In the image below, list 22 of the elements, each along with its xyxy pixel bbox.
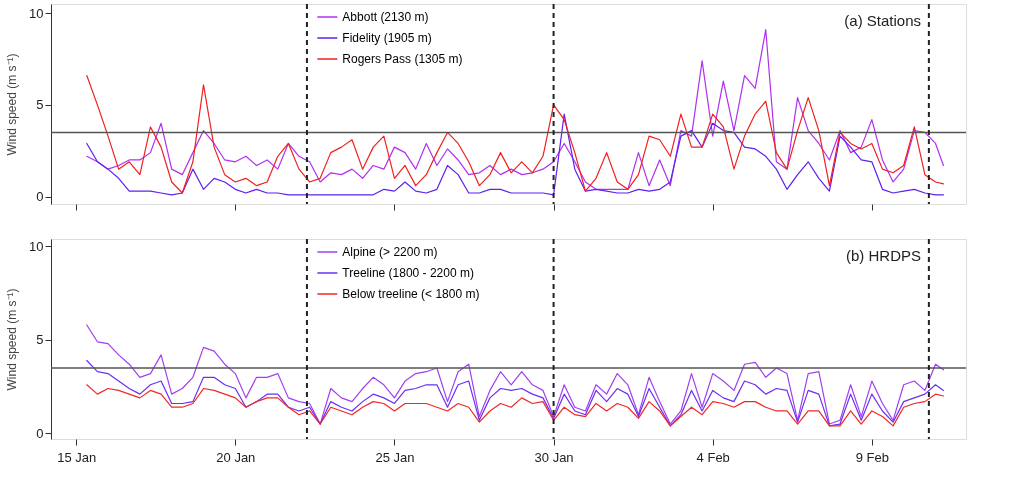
x-tick-label: 20 Jan: [216, 449, 256, 465]
y-axis-title: Wind speed (m s⁻¹): [5, 288, 20, 391]
legend-label: Below treeline (< 1800 m): [342, 287, 480, 301]
annotation: (b) HRDPS: [845, 247, 921, 264]
x-tick-label: 4 Feb: [696, 449, 730, 465]
legend-label: Rogers Pass (1305 m): [342, 52, 463, 66]
legend-label: Abbott (2130 m): [342, 10, 429, 24]
x-tick-label: 9 Feb: [855, 449, 889, 465]
y-tick-label: 0: [36, 425, 44, 441]
y-tick-label: 10: [29, 238, 44, 254]
x-tick-label: 15 Jan: [57, 449, 97, 465]
y-axis-title: Wind speed (m s⁻¹): [5, 53, 20, 156]
legend-label: Treeline (1800 - 2200 m): [342, 266, 474, 280]
legend-label: Alpine (> 2200 m): [342, 245, 438, 259]
legend-label: Fidelity (1905 m): [342, 31, 432, 45]
y-tick-label: 0: [36, 189, 44, 205]
annotation: (a) Stations: [844, 12, 921, 29]
x-tick-label: 25 Jan: [375, 449, 415, 465]
y-tick-label: 10: [29, 5, 44, 21]
y-tick-label: 5: [36, 97, 44, 113]
x-tick-label: 30 Jan: [534, 449, 574, 465]
y-tick-label: 5: [36, 332, 44, 348]
